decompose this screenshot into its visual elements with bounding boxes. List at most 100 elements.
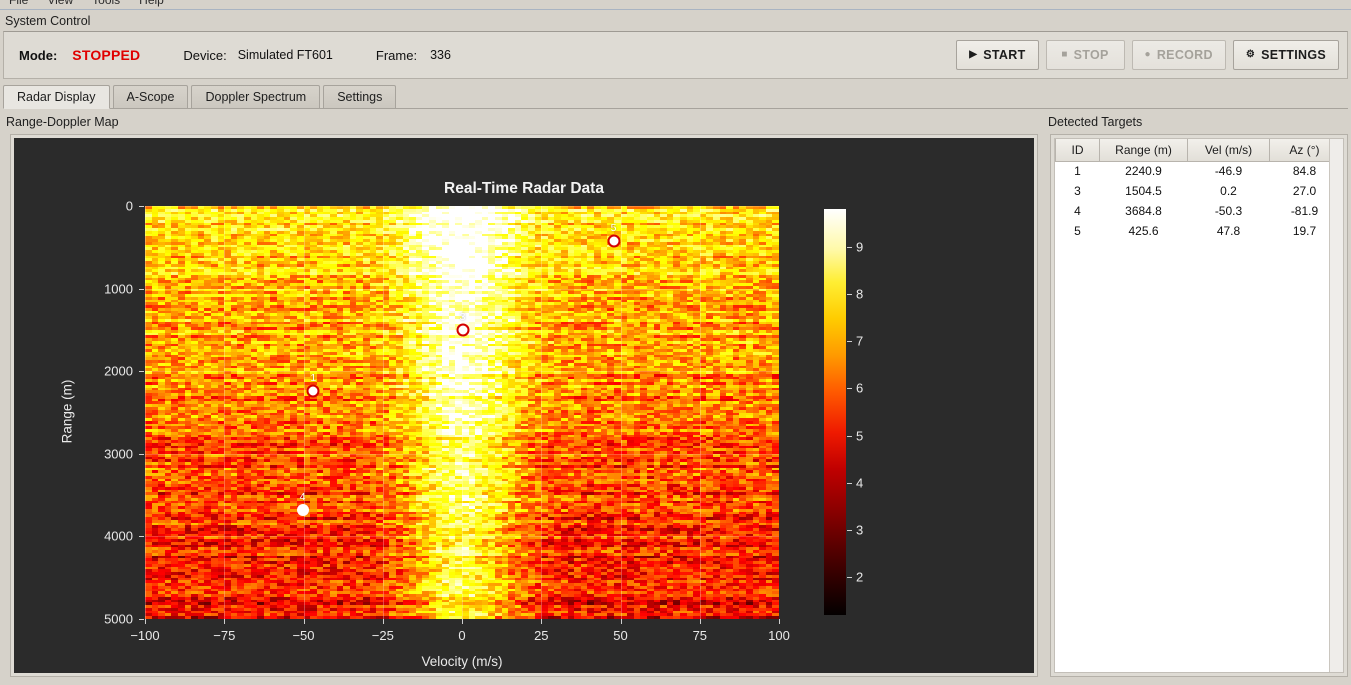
colorbar-tick-label: 4	[856, 475, 863, 490]
frame-label: Frame:	[376, 48, 417, 63]
target-marker-1[interactable]	[307, 385, 320, 398]
colorbar	[824, 209, 846, 615]
target-marker-label-1: 1	[310, 372, 316, 384]
record-button[interactable]: ● RECORD	[1132, 40, 1226, 70]
device-label: Device:	[183, 48, 226, 63]
y-tick-mark	[139, 289, 144, 290]
table-cell-range: 2240.9	[1100, 161, 1188, 181]
device-value: Simulated FT601	[238, 48, 333, 62]
stop-button[interactable]: ■ STOP	[1046, 40, 1125, 70]
x-tick-mark	[304, 619, 305, 624]
tab-radar-display[interactable]: Radar Display	[3, 85, 110, 109]
y-tick-label: 1000	[73, 281, 133, 296]
x-tick-mark	[462, 619, 463, 624]
target-marker-label-5: 5	[611, 222, 617, 234]
colorbar-tick-mark	[847, 388, 852, 389]
x-tick-mark	[383, 619, 384, 624]
table-cell-id: 5	[1056, 221, 1100, 241]
colorbar-tick-label: 5	[856, 428, 863, 443]
x-tick-mark	[700, 619, 701, 624]
table-row[interactable]: 3 1504.5 0.2 27.0	[1056, 181, 1343, 201]
table-row[interactable]: 4 3684.8 -50.3 -81.9	[1056, 201, 1343, 221]
settings-button-label: SETTINGS	[1261, 48, 1326, 62]
x-tick-mark	[224, 619, 225, 624]
y-tick-label: 3000	[73, 446, 133, 461]
y-axis-label: Range (m)	[60, 331, 75, 491]
record-dot-icon: ●	[1145, 50, 1151, 60]
menu-bar: File View Tools Help	[0, 0, 1351, 10]
stop-button-label: STOP	[1074, 48, 1109, 62]
table-vertical-scrollbar[interactable]	[1329, 139, 1343, 672]
table-cell-vel: 0.2	[1188, 181, 1270, 201]
table-header-cell[interactable]: Vel (m/s)	[1188, 139, 1270, 161]
gear-icon: ⚙	[1246, 50, 1255, 60]
x-tick-label: 25	[511, 628, 571, 643]
table-row[interactable]: 5 425.6 47.8 19.7	[1056, 221, 1343, 241]
menu-item-view[interactable]: View	[38, 0, 83, 9]
play-icon: ▶	[969, 50, 977, 60]
menu-item-help[interactable]: Help	[130, 0, 174, 9]
tab-bar: Radar Display A-Scope Doppler Spectrum S…	[3, 85, 1348, 109]
y-tick-label: 5000	[73, 612, 133, 627]
mode-label: Mode:	[19, 48, 57, 63]
tab-bar-underline	[3, 108, 1348, 109]
tab-a-scope[interactable]: A-Scope	[113, 85, 189, 109]
x-tick-mark	[541, 619, 542, 624]
settings-button[interactable]: ⚙ SETTINGS	[1233, 40, 1339, 70]
x-tick-label: −50	[274, 628, 334, 643]
tab-settings[interactable]: Settings	[323, 85, 396, 109]
colorbar-tick-label: 6	[856, 381, 863, 396]
record-button-label: RECORD	[1157, 48, 1213, 62]
table-cell-id: 4	[1056, 201, 1100, 221]
stop-square-icon: ■	[1061, 50, 1067, 60]
colorbar-tick-label: 3	[856, 523, 863, 538]
target-marker-label-3: 3	[460, 311, 466, 323]
table-cell-range: 1504.5	[1100, 181, 1188, 201]
detected-targets-table: ID Range (m) Vel (m/s) Az (°) 1 2240.9 -46.9 8…	[1055, 139, 1343, 241]
tab-label: Radar Display	[17, 90, 96, 104]
table-row[interactable]: 1 2240.9 -46.9 84.8	[1056, 161, 1343, 181]
x-tick-mark	[621, 619, 622, 624]
x-tick-mark	[145, 619, 146, 624]
menu-item-tools[interactable]: Tools	[83, 0, 130, 9]
colorbar-tick-mark	[847, 483, 852, 484]
table-header-cell[interactable]: Range (m)	[1100, 139, 1188, 161]
y-tick-label: 2000	[73, 364, 133, 379]
x-tick-label: 50	[591, 628, 651, 643]
x-axis-label: Velocity (m/s)	[145, 654, 779, 669]
start-button[interactable]: ▶ START	[956, 40, 1038, 70]
tab-label: A-Scope	[127, 90, 175, 104]
colorbar-tick-label: 9	[856, 239, 863, 254]
table-body: 1 2240.9 -46.9 84.8 3 1504.5 0.2 27.0 4 3684.8 -50…	[1056, 161, 1343, 241]
target-marker-4[interactable]	[297, 504, 309, 516]
colorbar-tick-mark	[847, 577, 852, 578]
table-header-cell[interactable]: ID	[1056, 139, 1100, 161]
plot-axes: 1 3 4 5	[145, 206, 779, 619]
target-marker-5[interactable]	[607, 235, 620, 248]
transport-button-group: ▶ START ■ STOP ● RECORD ⚙ SETTINGS	[956, 40, 1339, 70]
colorbar-tick-mark	[847, 247, 852, 248]
detected-targets-title: Detected Targets	[1048, 115, 1142, 129]
target-marker-label-4: 4	[300, 491, 306, 503]
colorbar-tick-label: 2	[856, 570, 863, 585]
y-tick-mark	[139, 536, 144, 537]
tab-label: Settings	[337, 90, 382, 104]
detected-targets-frame: ID Range (m) Vel (m/s) Az (°) 1 2240.9 -46.9 8…	[1050, 134, 1348, 677]
colorbar-tick-label: 8	[856, 287, 863, 302]
x-tick-label: 100	[749, 628, 809, 643]
y-tick-mark	[139, 454, 144, 455]
tab-label: Doppler Spectrum	[205, 90, 306, 104]
system-control-group-title: System Control	[5, 14, 90, 28]
table-cell-range: 425.6	[1100, 221, 1188, 241]
detected-targets-table-container[interactable]: ID Range (m) Vel (m/s) Az (°) 1 2240.9 -46.9 8…	[1054, 138, 1344, 673]
y-tick-mark	[139, 619, 144, 620]
tab-doppler-spectrum[interactable]: Doppler Spectrum	[191, 85, 320, 109]
colorbar-tick-mark	[847, 294, 852, 295]
menu-item-file[interactable]: File	[0, 0, 38, 9]
target-marker-3[interactable]	[456, 324, 469, 337]
colorbar-tick-mark	[847, 436, 852, 437]
y-tick-label: 0	[73, 199, 133, 214]
